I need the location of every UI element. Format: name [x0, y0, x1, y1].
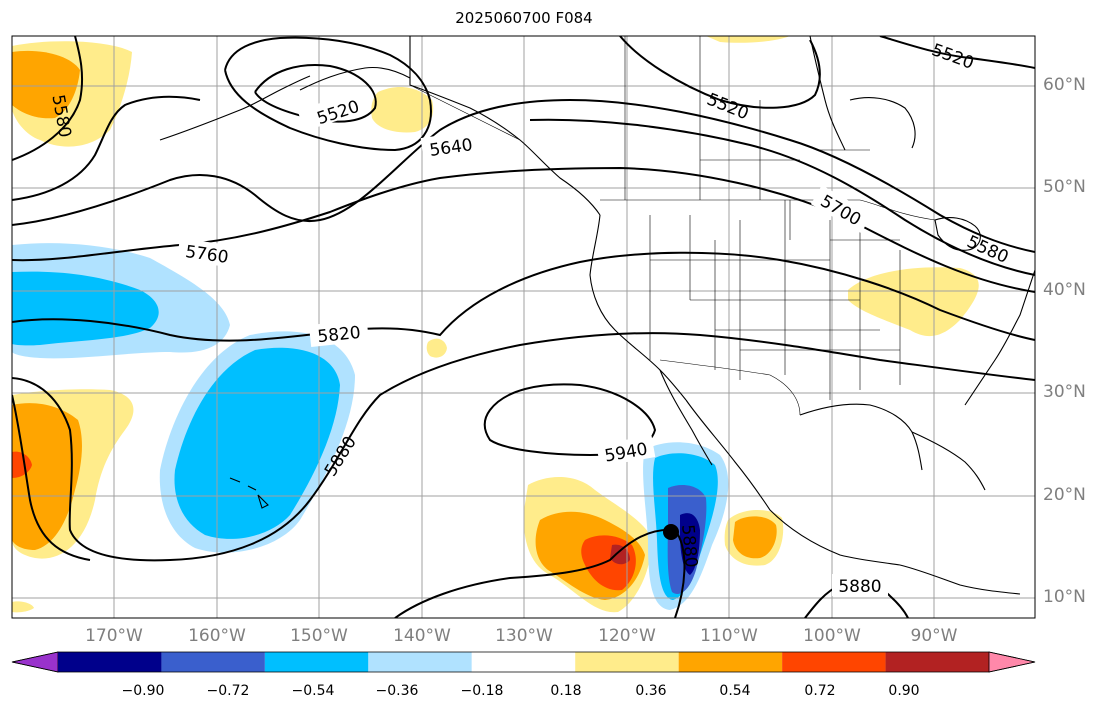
- colorbar-segment: [161, 652, 265, 672]
- contour-label: 5880: [677, 524, 701, 569]
- hudson-bay: [849, 97, 916, 149]
- yucatan: [911, 431, 986, 491]
- contour-5580-aleutian: [224, 36, 432, 152]
- lat-label: 20°N: [1043, 485, 1086, 505]
- colorbar-segment: [782, 652, 886, 672]
- central-america: [899, 564, 1021, 595]
- contour-5520-ne: [879, 36, 1035, 69]
- gulf-coast: [799, 403, 923, 471]
- colorbar-tick-label: −0.90: [121, 683, 165, 699]
- colorbar-tick-label: −0.18: [460, 683, 504, 699]
- lon-label: 130°W: [495, 626, 553, 646]
- colorbar-tick-label: −0.72: [206, 683, 250, 699]
- shade-aleutian-positive: [371, 86, 434, 133]
- graticule: [12, 36, 1035, 618]
- colorbar: [11, 651, 1036, 673]
- lat-label: 40°N: [1043, 280, 1086, 300]
- lon-label: 100°W: [803, 626, 861, 646]
- contour-5580-outer: [12, 95, 201, 201]
- lon-label: 150°W: [290, 626, 348, 646]
- us-mexico-border: [659, 359, 801, 416]
- contour-label: 5880: [838, 577, 881, 597]
- colorbar-segment: [575, 652, 679, 672]
- contour-5700: [529, 118, 1035, 276]
- colorbar-segment: [264, 652, 369, 672]
- anomaly-shading: [12, 36, 979, 613]
- colorbar-segment: [58, 652, 162, 672]
- colorbar-segment: [368, 652, 472, 672]
- colorbar-segment: [471, 652, 576, 672]
- shade-w-pacific-negative: [12, 271, 159, 346]
- colorbar-extend-low: [11, 651, 59, 673]
- contour-5880-tropical: [394, 528, 686, 618]
- hawaii-islands: [229, 477, 269, 509]
- colorbar-tick-label: 0.90: [888, 683, 920, 699]
- shade-sw-intense: [12, 451, 32, 478]
- contour-5640: [12, 98, 1035, 253]
- aleutians: [159, 75, 311, 141]
- lon-label: 170°W: [85, 626, 143, 646]
- colorbar-outline: [11, 651, 1036, 673]
- colorbar-tick-label: 0.18: [550, 683, 582, 699]
- shade-hawaii-negative: [174, 347, 340, 539]
- shade-tropical-extreme: [610, 544, 630, 565]
- alaska-south-coast: [299, 66, 411, 91]
- shade-nw-strong: [12, 50, 80, 119]
- contour-5520-east: [619, 36, 821, 109]
- lat-label: 30°N: [1043, 382, 1086, 402]
- shade-bottom-left: [12, 601, 34, 613]
- shade-sw-strong: [12, 403, 82, 550]
- borders: [409, 36, 936, 416]
- lat-label: 10°N: [1043, 587, 1086, 607]
- colorbar-tick-label: 0.72: [804, 683, 836, 699]
- contour-5880: [12, 332, 1035, 562]
- contour-label: 5820: [317, 323, 362, 347]
- colorbar-segment: [678, 652, 783, 672]
- contour-5580-west: [12, 36, 84, 161]
- colorbar-tick-label: −0.54: [291, 683, 335, 699]
- canada-province-borders: [624, 36, 870, 200]
- lon-label: 140°W: [393, 626, 451, 646]
- contour-5520-aleutian: [254, 64, 377, 123]
- colorbar-tick-label: 0.54: [719, 683, 751, 699]
- map-title: 2025060700 F084: [455, 9, 593, 27]
- contour-5880-south: [12, 394, 91, 561]
- lon-label: 90°W: [910, 626, 958, 646]
- mexico-west-coast: [685, 399, 901, 566]
- lon-label: 110°W: [700, 626, 758, 646]
- lat-label: 60°N: [1043, 75, 1086, 95]
- colorbar-segment: [885, 652, 989, 672]
- lon-label: 160°W: [188, 626, 246, 646]
- canada-coast: [809, 36, 846, 151]
- shade-small-blob: [426, 338, 447, 358]
- colorbar-tick-label: 0.36: [635, 683, 667, 699]
- colorbar-tick-label: −0.36: [375, 683, 419, 699]
- lon-label: 120°W: [598, 626, 656, 646]
- shade-mexico-east-strong: [733, 516, 777, 559]
- colorbar-extend-high: [988, 651, 1036, 673]
- west-coast-us: [589, 214, 687, 401]
- contour-5820: [12, 251, 1035, 342]
- shade-top-right: [706, 36, 790, 43]
- lat-label: 50°N: [1043, 177, 1086, 197]
- state-borders: [649, 200, 901, 400]
- plot-frame: [11, 35, 1036, 619]
- shade-east-us-positive: [848, 267, 979, 337]
- east-coast: [964, 269, 1035, 406]
- storm-center-marker: [663, 524, 679, 540]
- baja-california: [659, 369, 713, 466]
